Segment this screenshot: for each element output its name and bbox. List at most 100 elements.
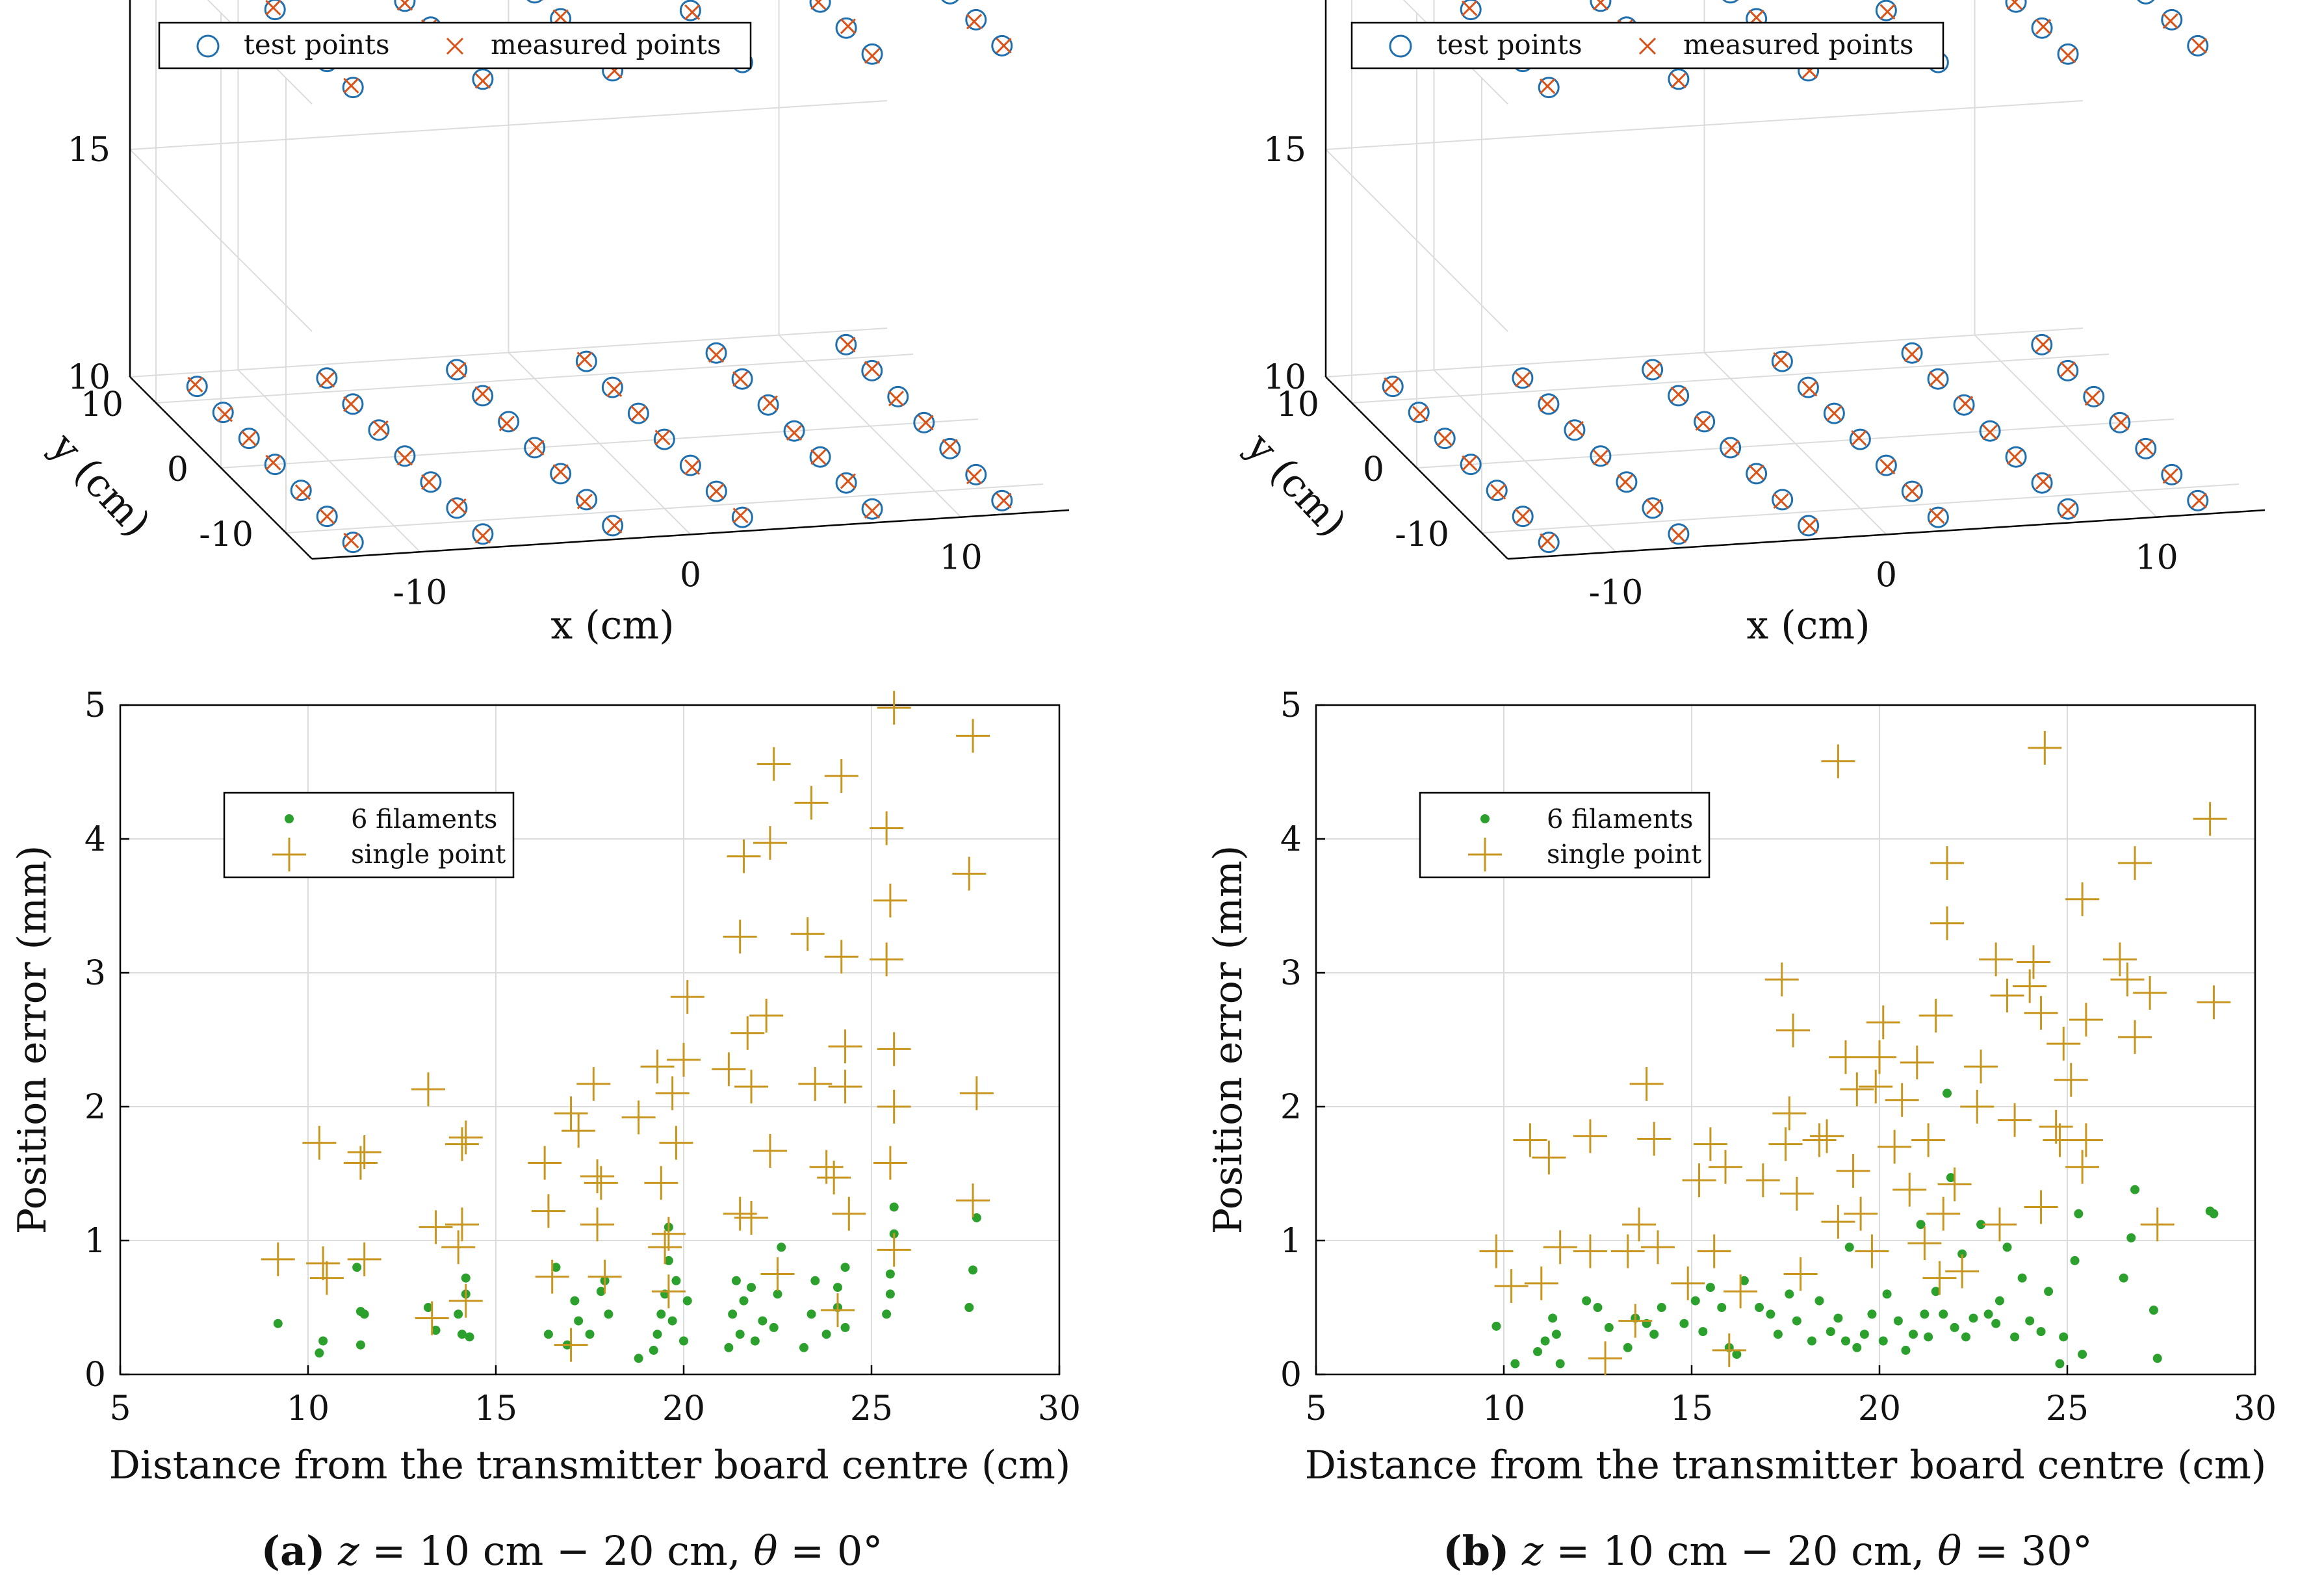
x-tick-label: 30 <box>2234 1389 2277 1428</box>
data-point-6-filaments <box>964 1303 974 1312</box>
measured-point <box>450 498 467 515</box>
data-point-6-filaments <box>652 1330 662 1339</box>
measured-point <box>474 73 491 89</box>
measured-point <box>1539 396 1555 412</box>
data-point-single-point <box>1907 1226 1942 1261</box>
data-point-6-filaments <box>1491 1321 1501 1331</box>
data-point-single-point <box>873 1146 907 1180</box>
data-point-6-filaments <box>1840 1336 1850 1346</box>
measured-point <box>966 469 983 485</box>
data-point-6-filaments <box>679 1336 688 1346</box>
measured-point <box>576 352 593 368</box>
data-point-single-point <box>441 1230 476 1265</box>
x-axis-label: x (cm) <box>550 603 674 649</box>
panel-a-error-plot: 5 10 15 20 25 30 0 1 2 3 4 5 Distance from the trans… <box>10 686 1081 1488</box>
data-point-6-filaments <box>1679 1319 1689 1328</box>
data-point-single-point <box>756 747 791 781</box>
test-point <box>602 515 624 537</box>
data-point-single-point <box>1640 1230 1675 1265</box>
z-tick-label: 15 <box>1263 131 1306 170</box>
measured-point <box>2084 390 2100 406</box>
measured-point <box>2007 449 2023 465</box>
data-point-6-filaments <box>454 1309 463 1319</box>
test-point <box>526 0 543 4</box>
data-point-single-point <box>2065 1150 2100 1184</box>
data-point-single-point <box>1543 1230 1577 1265</box>
data-point-single-point <box>531 1194 565 1228</box>
caption-b-theta-eq: = 30° <box>1961 1527 2093 1575</box>
measured-point <box>343 396 359 412</box>
measured-point <box>1514 371 1530 387</box>
test-point <box>2031 472 2053 494</box>
measured-point <box>2191 38 2207 54</box>
data-point-single-point <box>1709 1150 1743 1184</box>
data-point-single-point <box>1960 1090 1995 1124</box>
measured-point <box>1695 415 1711 431</box>
data-point-6-filaments <box>1690 1296 1700 1306</box>
data-point-6-filaments <box>889 1202 899 1212</box>
data-point-single-point <box>2039 1109 2073 1144</box>
test-point <box>212 402 234 424</box>
y-axis-label: y (cm) <box>1237 424 1355 546</box>
y-tick-label: 1 <box>84 1222 106 1261</box>
x-tick-label: 20 <box>662 1389 705 1428</box>
measured-point <box>654 430 671 446</box>
test-point <box>498 411 520 433</box>
data-point-single-point <box>1618 1304 1653 1338</box>
y-tick-label: 5 <box>84 686 106 725</box>
data-point-6-filaments <box>1555 1359 1565 1369</box>
data-point-6-filaments <box>2074 1209 2084 1218</box>
measured-point <box>1540 533 1556 549</box>
data-point-single-point <box>1855 1234 1889 1268</box>
caption-b: (b) z = 10 cm − 20 cm, θ = 30° <box>1443 1527 2092 1575</box>
data-point-single-point <box>1513 1123 1547 1157</box>
x-tick-label: 10 <box>939 539 982 578</box>
data-point-single-point <box>749 998 784 1033</box>
data-point-single-point <box>2133 975 2167 1010</box>
measured-point <box>216 406 233 422</box>
legend-marker-single-point <box>1468 838 1502 871</box>
test-point <box>809 0 831 13</box>
data-point-single-point <box>667 1042 701 1077</box>
data-point-single-point <box>753 1133 787 1168</box>
measured-point <box>1462 0 1478 16</box>
test-point <box>861 359 883 381</box>
floor-grid <box>1416 418 2175 469</box>
measured-point <box>966 14 983 30</box>
legend-label-measured-points: measured points <box>491 29 721 60</box>
measured-point <box>318 372 335 388</box>
data-point-single-point <box>644 1166 678 1200</box>
data-point-single-point <box>760 1257 795 1291</box>
data-point-single-point <box>580 1159 615 1194</box>
data-point-6-filaments <box>461 1273 471 1283</box>
measured-point <box>2059 361 2076 378</box>
measured-point <box>1462 455 1478 471</box>
test-point <box>2031 333 2053 355</box>
data-point-single-point <box>828 1070 862 1104</box>
measured-point <box>888 391 905 407</box>
data-point-6-filaments <box>885 1269 895 1279</box>
measured-point <box>294 484 311 500</box>
measured-point <box>1982 424 1998 441</box>
data-point-6-filaments <box>1766 1309 1775 1319</box>
measured-point <box>2137 439 2154 456</box>
data-point-6-filaments <box>1867 1309 1877 1319</box>
data-point-6-filaments <box>1604 1322 1614 1332</box>
test-point <box>861 498 883 520</box>
test-point <box>705 342 727 364</box>
test-point <box>316 367 338 389</box>
test-point <box>472 68 494 90</box>
data-point-single-point <box>576 1066 611 1101</box>
data-point-6-filaments <box>840 1263 850 1272</box>
floor-grid <box>1481 483 2240 534</box>
measured-point <box>1568 420 1584 437</box>
measured-point <box>2162 468 2178 484</box>
test-point <box>2005 0 2027 13</box>
data-point-6-filaments <box>1844 1242 1854 1252</box>
y-tick-label: 0 <box>84 1356 106 1395</box>
data-point-single-point <box>2102 942 2137 977</box>
data-point-6-filaments <box>2209 1209 2219 1218</box>
caption-b-label: (b) <box>1443 1527 1510 1575</box>
test-point <box>941 0 959 5</box>
measured-point <box>1801 381 1818 397</box>
